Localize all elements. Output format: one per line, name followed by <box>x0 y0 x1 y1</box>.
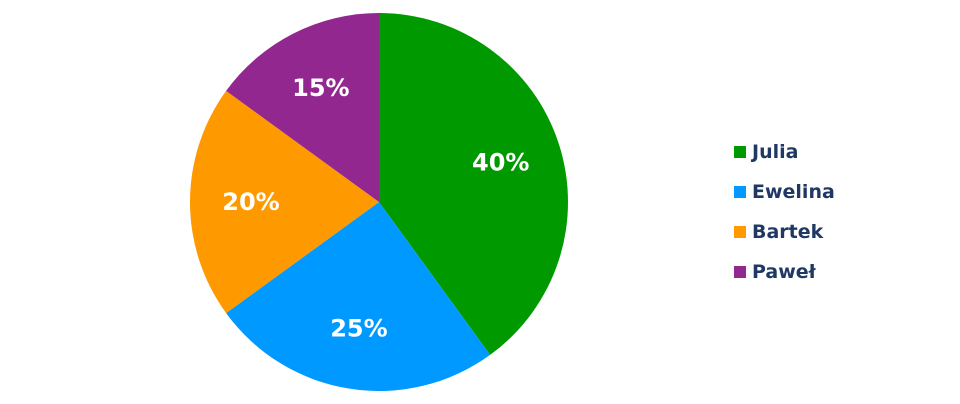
pie-slice-ewelina <box>226 202 491 391</box>
legend-item-julia: Julia <box>734 132 835 172</box>
legend-label: Ewelina <box>752 181 835 203</box>
pie-slices <box>190 13 568 391</box>
data-label-paweł: 15% <box>292 74 349 102</box>
pie-slice-paweł <box>226 13 379 202</box>
legend-item-bartek: Bartek <box>734 212 835 252</box>
legend-swatch <box>734 146 746 158</box>
pie-slice-bartek <box>190 90 379 314</box>
legend-swatch <box>734 186 746 198</box>
data-label-ewelina: 25% <box>330 314 387 342</box>
pie-slice-julia <box>379 13 568 355</box>
data-label-bartek: 20% <box>222 188 279 216</box>
legend-item-paweł: Paweł <box>734 252 835 292</box>
legend-label: Julia <box>752 141 799 163</box>
legend-swatch <box>734 226 746 238</box>
pie-data-labels: 40% 25% 20% 15% <box>222 74 529 342</box>
legend: Julia Ewelina Bartek Paweł <box>734 132 835 292</box>
legend-label: Paweł <box>752 261 816 283</box>
legend-label: Bartek <box>752 221 824 243</box>
legend-swatch <box>734 266 746 278</box>
data-label-julia: 40% <box>472 148 529 176</box>
legend-item-ewelina: Ewelina <box>734 172 835 212</box>
